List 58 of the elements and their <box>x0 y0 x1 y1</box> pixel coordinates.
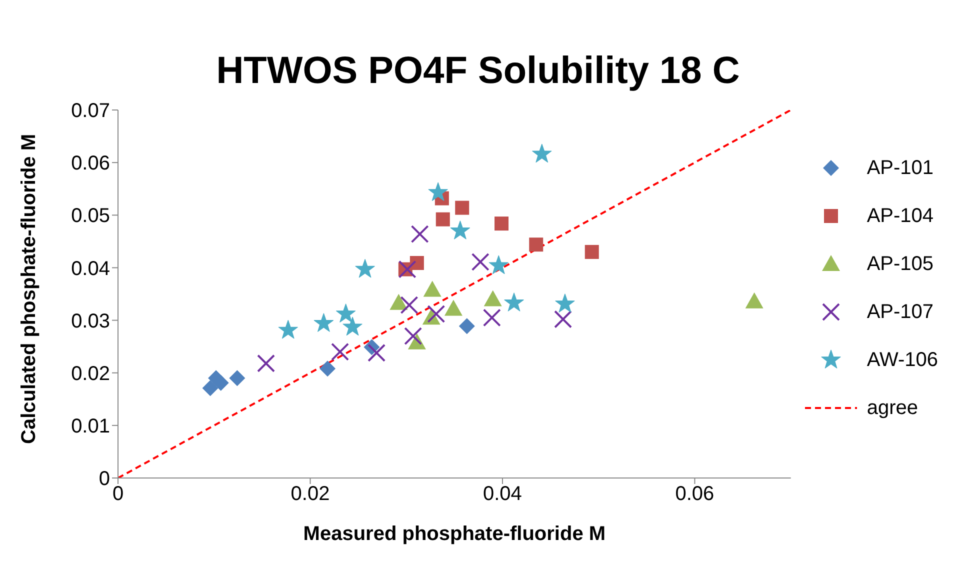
point <box>745 292 764 308</box>
point <box>427 304 446 323</box>
y-tick-label: 0.04 <box>71 258 110 280</box>
point <box>428 182 448 201</box>
point <box>229 370 246 386</box>
y-tick-label: 0.06 <box>71 152 110 175</box>
point <box>494 216 509 231</box>
point <box>320 360 336 377</box>
point <box>471 252 490 271</box>
point <box>314 313 334 332</box>
point <box>342 316 362 336</box>
x-tick-label: 0 <box>112 483 124 506</box>
point <box>257 354 276 372</box>
y-tick-label: 0.02 <box>71 362 110 385</box>
point <box>532 144 552 163</box>
point <box>584 244 599 259</box>
point <box>212 374 229 391</box>
point <box>458 318 475 334</box>
legend-label: AP-107 <box>866 300 934 324</box>
x-axis-title: Measured phosphate-fluoride M <box>303 523 606 545</box>
y-tick-label: 0.03 <box>71 310 110 332</box>
point <box>529 238 544 252</box>
point <box>436 212 450 226</box>
point <box>368 344 386 362</box>
point <box>554 310 572 328</box>
y-axis-title: Calculated phosphate-fluoride M <box>18 134 40 444</box>
x-tick-label: 0.06 <box>675 483 714 506</box>
y-tick-label: 0.05 <box>71 205 110 228</box>
y-tick-label: 0.01 <box>71 416 110 438</box>
point <box>331 342 350 361</box>
chart-title: HTWOS PO4F Solubility 18 C <box>215 50 741 93</box>
x-tick-label: 0.04 <box>483 483 522 506</box>
point <box>278 320 298 339</box>
point <box>202 380 218 396</box>
point <box>336 304 356 322</box>
legend-label: AP-104 <box>866 204 934 228</box>
point <box>390 294 408 310</box>
point <box>404 327 422 346</box>
point <box>555 294 575 312</box>
x-tick-label: 0.02 <box>290 483 330 506</box>
point <box>455 200 470 215</box>
point <box>488 255 508 274</box>
point <box>400 296 418 314</box>
point <box>410 225 429 244</box>
point <box>484 290 502 306</box>
legend-label: AW-106 <box>866 348 938 372</box>
point <box>398 260 416 278</box>
point <box>482 308 501 327</box>
legend-label: agree <box>866 396 918 420</box>
y-tick-label: 0 <box>98 468 110 490</box>
legend-label: AP-101 <box>866 156 934 180</box>
legend-label: AP-105 <box>866 252 934 276</box>
y-tick-label: 0.07 <box>71 100 110 122</box>
point <box>423 280 442 297</box>
point <box>355 258 375 278</box>
point <box>450 220 470 240</box>
point <box>444 300 462 316</box>
point <box>504 292 524 312</box>
